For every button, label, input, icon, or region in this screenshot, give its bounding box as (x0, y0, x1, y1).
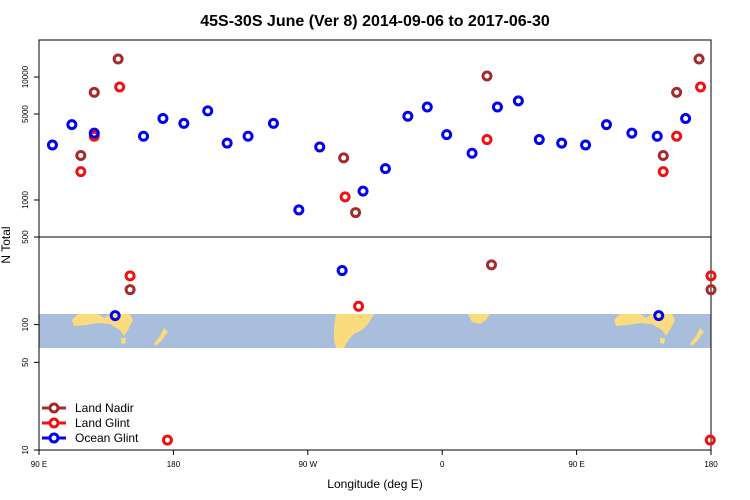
x-tick-label: 0 (440, 460, 445, 469)
data-point-ocean-glint (357, 185, 369, 197)
data-point-ocean-glint (336, 265, 348, 277)
y-axis-label: N Total (0, 226, 13, 263)
data-point-ocean-glint (88, 127, 100, 139)
series-land-glint (75, 81, 717, 446)
data-point-land-nadir (657, 150, 669, 162)
data-point-land-glint (114, 81, 126, 93)
data-point-land-glint (695, 81, 707, 93)
data-points (46, 53, 717, 446)
data-point-ocean-glint (680, 112, 692, 124)
data-point-ocean-glint (202, 105, 214, 117)
x-tick-label: 90 E (31, 460, 47, 469)
data-point-land-glint (704, 434, 716, 446)
legend-label-land-nadir: Land Nadir (75, 401, 134, 415)
legend-label-land-glint: Land Glint (75, 416, 130, 430)
data-point-ocean-glint (138, 130, 150, 142)
y-tick-label: 10000 (21, 65, 30, 88)
series-land-nadir (75, 53, 717, 296)
data-point-ocean-glint (66, 119, 78, 131)
lower-panel-frame (38, 236, 712, 451)
legend-label-ocean-glint: Ocean Glint (75, 431, 139, 445)
data-point-ocean-glint (491, 101, 503, 113)
data-point-ocean-glint (600, 119, 612, 131)
data-point-ocean-glint (580, 139, 592, 151)
data-point-land-nadir (481, 70, 493, 82)
legend-marker-land-nadir (48, 402, 60, 414)
legend-marker-ocean-glint (48, 432, 60, 444)
data-point-ocean-glint (109, 310, 121, 322)
data-point-land-glint (124, 270, 136, 282)
x-axis-label: Longitude (deg E) (327, 477, 422, 491)
data-point-land-glint (671, 130, 683, 142)
data-point-ocean-glint (46, 139, 58, 151)
y-tick-label: 1000 (21, 191, 30, 209)
data-point-ocean-glint (267, 117, 279, 129)
y-tick-label: 500 (21, 230, 30, 244)
y-tick-label: 10 (21, 445, 30, 454)
data-point-land-nadir (693, 53, 705, 65)
x-tick-label: 180 (704, 460, 718, 469)
data-point-ocean-glint (379, 163, 391, 175)
x-tick-label: 90 E (568, 460, 584, 469)
data-point-land-glint (481, 134, 493, 146)
y-tick-label: 50 (21, 357, 30, 366)
axis-ticks: 90 E 180 90 W 0 90 E 180 1000 5000 10000 10 50 100 5… (21, 65, 718, 469)
data-point-ocean-glint (242, 130, 254, 142)
data-point-land-nadir (338, 152, 350, 164)
data-point-land-nadir (705, 284, 717, 296)
data-point-ocean-glint (293, 204, 305, 216)
data-point-land-nadir (671, 86, 683, 98)
world-map-strip (39, 314, 711, 348)
data-point-land-glint (705, 270, 717, 282)
data-point-ocean-glint (421, 101, 433, 113)
legend-marker-land-glint (48, 417, 60, 429)
data-point-land-glint (657, 166, 669, 178)
data-point-ocean-glint (626, 127, 638, 139)
y-tick-label: 5000 (21, 105, 30, 123)
chart-title: 45S-30S June (Ver 8) 2014-09-06 to 2017-… (200, 13, 550, 30)
data-point-ocean-glint (221, 137, 233, 149)
data-point-land-nadir (485, 259, 497, 271)
data-point-ocean-glint (653, 310, 665, 322)
data-point-land-nadir (124, 284, 136, 296)
data-point-land-nadir (350, 207, 362, 219)
data-point-land-glint (161, 434, 173, 446)
data-point-ocean-glint (556, 137, 568, 149)
data-point-land-nadir (75, 150, 87, 162)
data-point-land-glint (339, 191, 351, 203)
data-point-ocean-glint (441, 129, 453, 141)
data-point-land-nadir (88, 86, 100, 98)
x-tick-label: 180 (167, 460, 181, 469)
data-point-land-glint (353, 300, 365, 312)
data-point-land-nadir (112, 53, 124, 65)
y-tick-label: 100 (21, 317, 30, 331)
data-point-ocean-glint (178, 117, 190, 129)
data-point-ocean-glint (533, 134, 545, 146)
data-point-ocean-glint (651, 130, 663, 142)
data-point-ocean-glint (402, 110, 414, 122)
data-point-ocean-glint (157, 112, 169, 124)
data-point-land-glint (75, 166, 87, 178)
data-point-ocean-glint (512, 95, 524, 107)
series-ocean-glint (46, 95, 692, 322)
data-point-ocean-glint (314, 141, 326, 153)
x-tick-label: 90 W (298, 460, 317, 469)
data-point-ocean-glint (466, 147, 478, 159)
